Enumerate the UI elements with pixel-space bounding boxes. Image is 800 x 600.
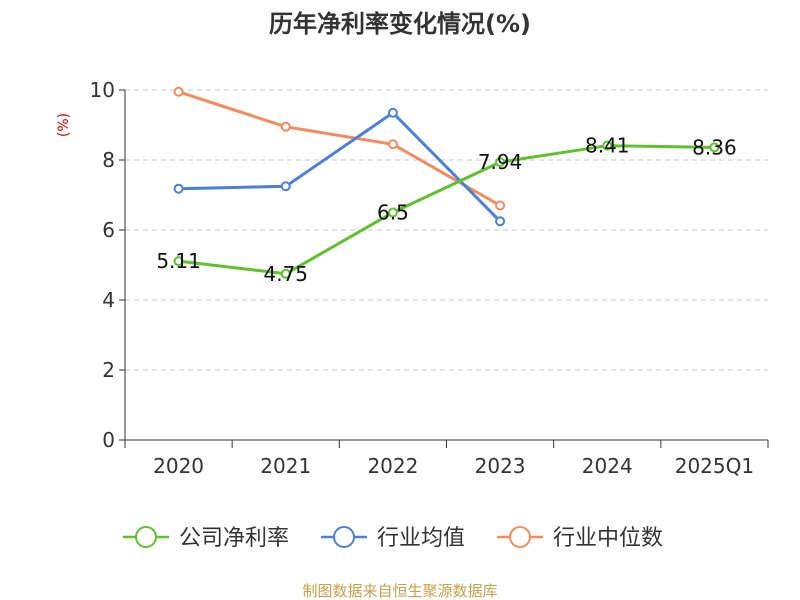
series-line-2	[177, 90, 502, 207]
series-1-point-2023[interactable]	[495, 216, 506, 227]
y-tick-label-2: 2	[102, 358, 115, 382]
legend-item-1[interactable]: 行业均值	[321, 526, 465, 551]
y-axis-unit-label: (%)	[56, 113, 72, 137]
series-0-point-2021[interactable]	[280, 268, 291, 279]
legend-marker-1	[333, 526, 356, 548]
series-0-point-2020[interactable]	[173, 256, 184, 267]
chart-title: 历年净利率变化情况(%)	[269, 10, 531, 38]
y-tick-label-8: 8	[102, 148, 115, 172]
data-label-2020: 5.11	[156, 249, 201, 273]
series-0-point-2023[interactable]	[495, 157, 506, 168]
series-line-1	[177, 111, 502, 223]
data-label-2021: 4.75	[263, 262, 308, 286]
series-1-point-2020[interactable]	[173, 183, 184, 194]
legend-item-0[interactable]: 公司净利率	[123, 526, 289, 551]
series-1-point-2022[interactable]	[387, 107, 398, 118]
series-2-point-2021[interactable]	[280, 121, 291, 132]
legend-marker-2	[509, 526, 532, 548]
series-0-point-2024[interactable]	[602, 140, 613, 151]
data-label-2022: 6.5	[377, 201, 409, 225]
y-tick-label-10: 10	[90, 78, 115, 102]
data-label-2024: 8.41	[585, 134, 630, 158]
series-2-point-2023[interactable]	[495, 200, 506, 211]
legend-label-1: 行业均值	[377, 526, 465, 551]
series-2-point-2020[interactable]	[173, 86, 184, 97]
legend-item-2[interactable]: 行业中位数	[497, 526, 663, 551]
series-0-point-2025Q1[interactable]	[709, 142, 720, 153]
x-tick-label-2022: 2022	[367, 454, 418, 478]
axes: 0 2 4 6 8 10 2020 2021 2022 2023 2024 2025Q1	[90, 78, 769, 478]
data-label-2023: 7.94	[478, 150, 523, 174]
source-note: 制图数据来自恒生聚源数据库	[302, 582, 497, 600]
series-line-0	[177, 144, 716, 276]
series-1-point-2021[interactable]	[280, 181, 291, 192]
x-tick-label-2025Q1: 2025Q1	[675, 454, 754, 478]
grid-lines	[125, 89, 768, 371]
x-tick-label-2021: 2021	[260, 454, 311, 478]
plot-area	[173, 86, 720, 279]
legend-label-0: 公司净利率	[179, 526, 289, 551]
data-labels: 5.11 4.75 6.5 7.94 8.41 8.36	[156, 134, 736, 286]
data-label-2025Q1: 8.36	[692, 135, 737, 159]
legend-label-2: 行业中位数	[553, 526, 663, 551]
y-tick-label-6: 6	[102, 218, 115, 242]
y-tick-label-4: 4	[102, 288, 115, 312]
series-0-point-2022[interactable]	[387, 207, 398, 218]
legend[interactable]: 公司净利率 行业均值 行业中位数	[123, 526, 663, 551]
x-tick-label-2020: 2020	[153, 454, 204, 478]
y-tick-label-0: 0	[102, 428, 115, 452]
legend-marker-0	[135, 526, 157, 548]
x-tick-label-2023: 2023	[475, 454, 526, 478]
series-2-point-2022[interactable]	[387, 139, 398, 150]
x-tick-label-2024: 2024	[582, 454, 633, 478]
